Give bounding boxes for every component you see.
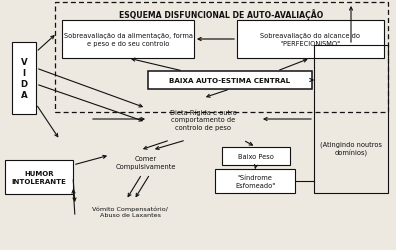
Bar — [215, 169, 295, 193]
Text: Sobreavaliação do alcance do
"PERFECIONISMO": Sobreavaliação do alcance do "PERFECIONI… — [261, 33, 360, 46]
Text: Baixo Peso: Baixo Peso — [238, 154, 274, 159]
Text: Sobreavaliação da alimentação, forma
e peso e do seu controlo: Sobreavaliação da alimentação, forma e p… — [63, 33, 192, 46]
Text: HUMOR
INTOLERANTE: HUMOR INTOLERANTE — [11, 170, 67, 184]
Text: Comer
Compulsivamente: Comer Compulsivamente — [116, 156, 176, 169]
Text: "Síndrome
Esfomeado": "Síndrome Esfomeado" — [235, 174, 275, 188]
Text: ESQUEMA DISFUNCIONAL DE AUTO-AVALIAÇÃO: ESQUEMA DISFUNCIONAL DE AUTO-AVALIAÇÃO — [119, 9, 324, 20]
Bar — [148, 72, 312, 90]
Text: Vómito Compensatório/
Abuso de Laxantes: Vómito Compensatório/ Abuso de Laxantes — [92, 205, 168, 217]
Bar — [314, 46, 388, 193]
Bar — [5, 160, 73, 194]
Bar — [12, 43, 36, 115]
Text: (Atingindo noutros
domínios): (Atingindo noutros domínios) — [320, 141, 382, 157]
Text: BAIXA AUTO-ESTIMA CENTRAL: BAIXA AUTO-ESTIMA CENTRAL — [169, 78, 291, 84]
Bar — [55, 3, 388, 112]
Bar — [62, 21, 194, 59]
Bar — [237, 21, 384, 59]
Text: V
I
D
A: V I D A — [21, 58, 28, 100]
Bar — [222, 148, 290, 165]
Text: Dieta Rígida e outro
comportamento de
controlo de peso: Dieta Rígida e outro comportamento de co… — [169, 109, 236, 130]
